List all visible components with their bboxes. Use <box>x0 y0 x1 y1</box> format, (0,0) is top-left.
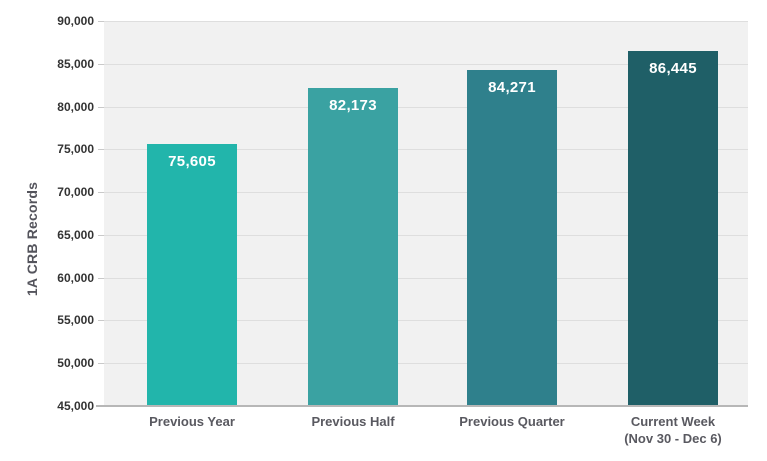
y-tick-mark <box>98 192 104 193</box>
y-tick-label: 65,000 <box>57 228 94 242</box>
x-axis-line <box>96 405 748 407</box>
bar-current-week: 86,445 <box>628 51 718 406</box>
bar-previous-half: 82,173 <box>308 87 398 406</box>
y-tick-label: 45,000 <box>57 399 94 413</box>
y-tick-label: 85,000 <box>57 57 94 71</box>
y-tick-mark <box>98 235 104 236</box>
x-tick-label-previous-half: Previous Half <box>311 414 395 429</box>
y-tick-label: 80,000 <box>57 100 94 114</box>
y-tick-label: 90,000 <box>57 14 94 28</box>
y-tick-mark <box>98 64 104 65</box>
y-tick-label: 60,000 <box>57 271 94 285</box>
gridline-55000 <box>104 320 748 321</box>
y-tick-label: 75,000 <box>57 142 94 156</box>
gridline-90000 <box>104 21 748 22</box>
gridline-50000 <box>104 363 748 364</box>
bar-value-label: 82,173 <box>329 96 377 114</box>
x-tick-label-current-week: Current Week (Nov 30 - Dec 6) <box>624 414 722 446</box>
y-tick-mark <box>98 107 104 108</box>
y-tick-mark <box>98 21 104 22</box>
bar-previous-year: 75,605 <box>147 144 237 406</box>
x-tick-label-previous-quarter: Previous Quarter <box>459 414 565 429</box>
y-tick-label: 50,000 <box>57 356 94 370</box>
y-tick-mark <box>98 320 104 321</box>
y-tick-label: 55,000 <box>57 313 94 327</box>
gridline-70000 <box>104 192 748 193</box>
bar-value-label: 84,271 <box>488 79 536 97</box>
gridline-75000 <box>104 149 748 150</box>
plot-area: 75,605 82,173 84,271 86,445 <box>104 21 748 406</box>
bar-value-label: 75,605 <box>168 153 216 171</box>
gridline-85000 <box>104 64 748 65</box>
bar-value-label: 86,445 <box>649 60 697 78</box>
y-tick-mark <box>98 278 104 279</box>
y-tick-label: 70,000 <box>57 185 94 199</box>
x-tick-label-previous-year: Previous Year <box>149 414 235 429</box>
gridline-65000 <box>104 235 748 236</box>
y-tick-mark <box>98 149 104 150</box>
gridline-60000 <box>104 278 748 279</box>
gridline-80000 <box>104 107 748 108</box>
y-tick-mark <box>98 363 104 364</box>
bar-previous-quarter: 84,271 <box>467 70 557 406</box>
